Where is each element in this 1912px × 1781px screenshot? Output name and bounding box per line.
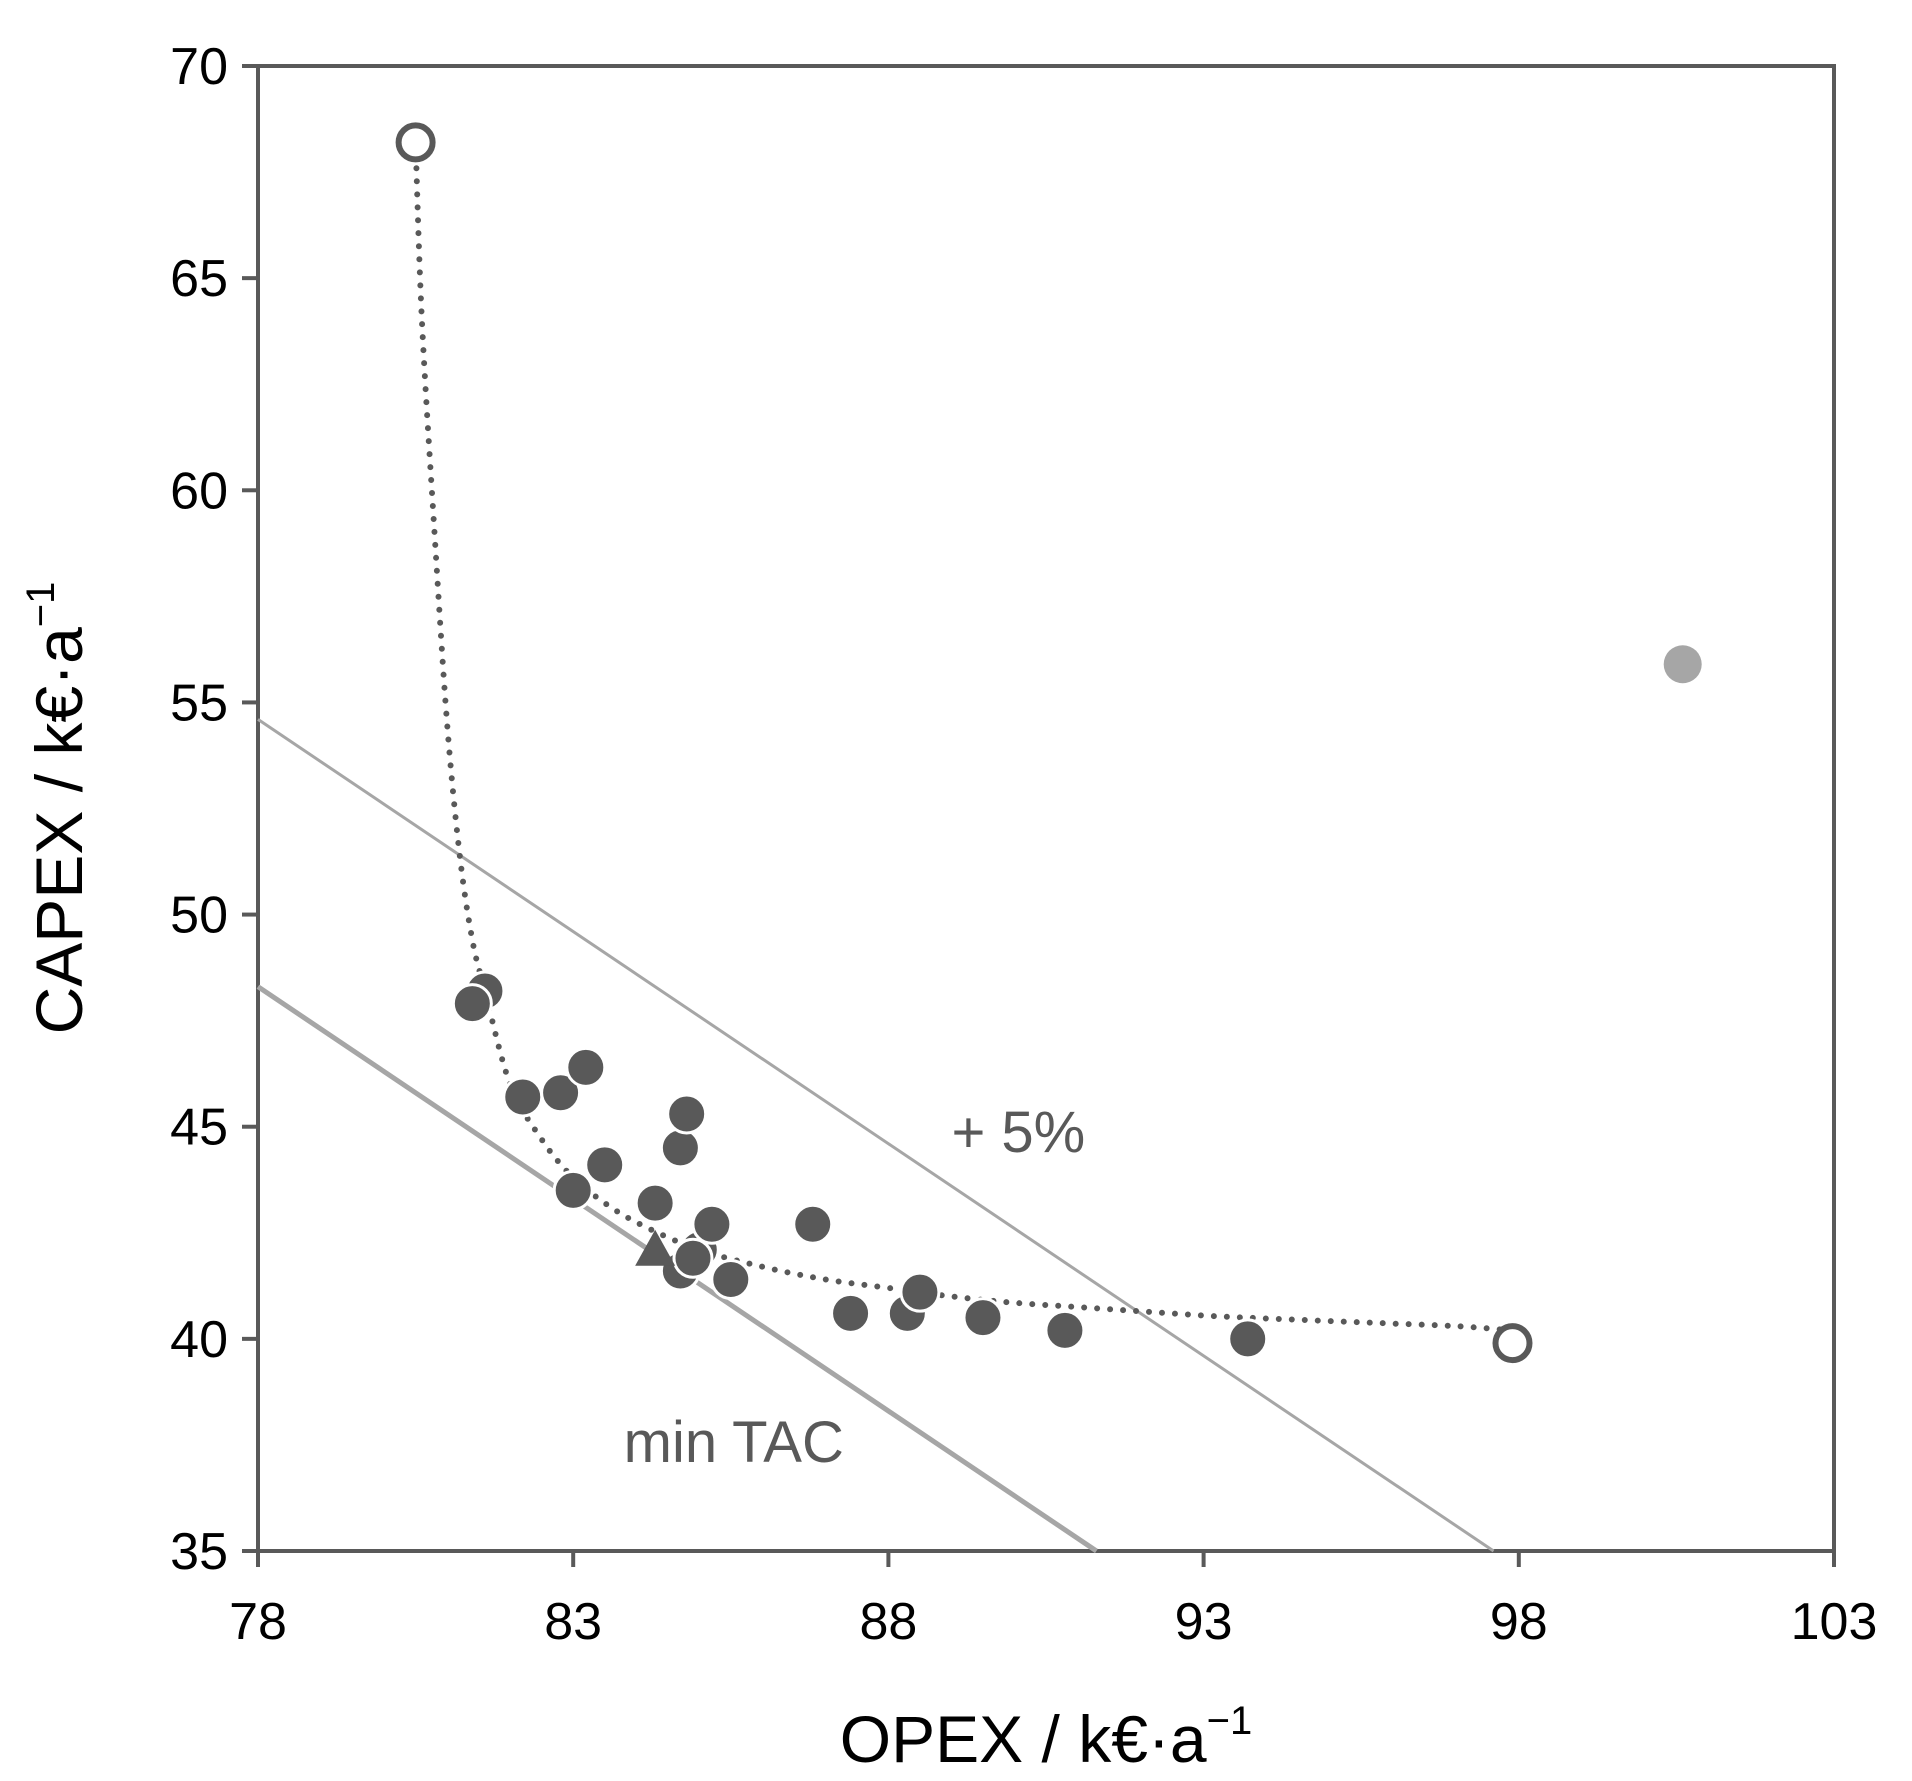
- x-axis-title: OPEX / k€·a−1: [840, 1699, 1252, 1776]
- solution-point: [792, 1203, 834, 1245]
- plot-frame: [256, 64, 1836, 1553]
- x-axis-title-main: OPEX / k€·a: [840, 1702, 1207, 1776]
- x-tick-label: 88: [859, 1593, 917, 1651]
- min-tac-triangle-point: [635, 1229, 676, 1266]
- y-tick-label: 45: [170, 1099, 228, 1157]
- plus-5-percent-line: [257, 718, 1495, 1553]
- y-tick-label: 55: [170, 674, 228, 732]
- y-tick-label: 35: [170, 1523, 228, 1581]
- x-axis-title-sup: −1: [1207, 1699, 1253, 1743]
- solution-point: [502, 1076, 544, 1118]
- solution-point: [830, 1292, 872, 1334]
- y-tick-label: 50: [170, 887, 228, 945]
- tick-labels-layer: 78 83 88 93 98 103 35 40 45 50 55 60 65 70: [170, 38, 1877, 1651]
- solution-point: [1044, 1309, 1086, 1351]
- x-tick-label: 98: [1490, 1593, 1548, 1651]
- solution-point: [691, 1203, 733, 1245]
- solution-point: [659, 1127, 701, 1169]
- y-tick-label: 65: [170, 250, 228, 308]
- solution-point: [584, 1144, 626, 1186]
- outlier-point: [1663, 645, 1702, 684]
- solution-point: [1227, 1318, 1269, 1360]
- pareto-solution-point: [552, 1169, 594, 1211]
- x-tick-label: 103: [1791, 1593, 1878, 1651]
- extreme-open-point: [1492, 1323, 1533, 1364]
- solution-point: [899, 1271, 941, 1313]
- markers-layer: [395, 122, 1702, 1364]
- solution-point: [666, 1093, 708, 1135]
- x-tick-label: 78: [229, 1593, 287, 1651]
- solution-point: [634, 1182, 676, 1224]
- x-tick-label: 93: [1175, 1593, 1233, 1651]
- x-tick-label: 83: [544, 1593, 602, 1651]
- y-axis-title: CAPEX / k€·a−1: [19, 582, 96, 1035]
- solution-point: [962, 1297, 1004, 1339]
- annotation-layer: + 5% min TAC: [624, 1100, 1086, 1475]
- pareto-solution-point: [451, 983, 493, 1025]
- ticks-layer: [242, 64, 1836, 1567]
- y-tick-label: 40: [170, 1311, 228, 1369]
- y-tick-label: 70: [170, 38, 228, 96]
- solution-point: [540, 1072, 582, 1114]
- y-axis-title-main: CAPEX / k€·a: [22, 627, 96, 1034]
- plus-5-label: + 5%: [951, 1100, 1085, 1165]
- min-tac-label: min TAC: [624, 1410, 844, 1475]
- y-tick-label: 60: [170, 462, 228, 520]
- solution-point: [710, 1258, 752, 1300]
- y-axis-title-sup: −1: [19, 582, 63, 628]
- solution-point: [565, 1046, 607, 1088]
- lines-layer: [256, 718, 1495, 1554]
- extreme-open-point: [395, 122, 436, 163]
- pareto-solution-point: [672, 1237, 714, 1279]
